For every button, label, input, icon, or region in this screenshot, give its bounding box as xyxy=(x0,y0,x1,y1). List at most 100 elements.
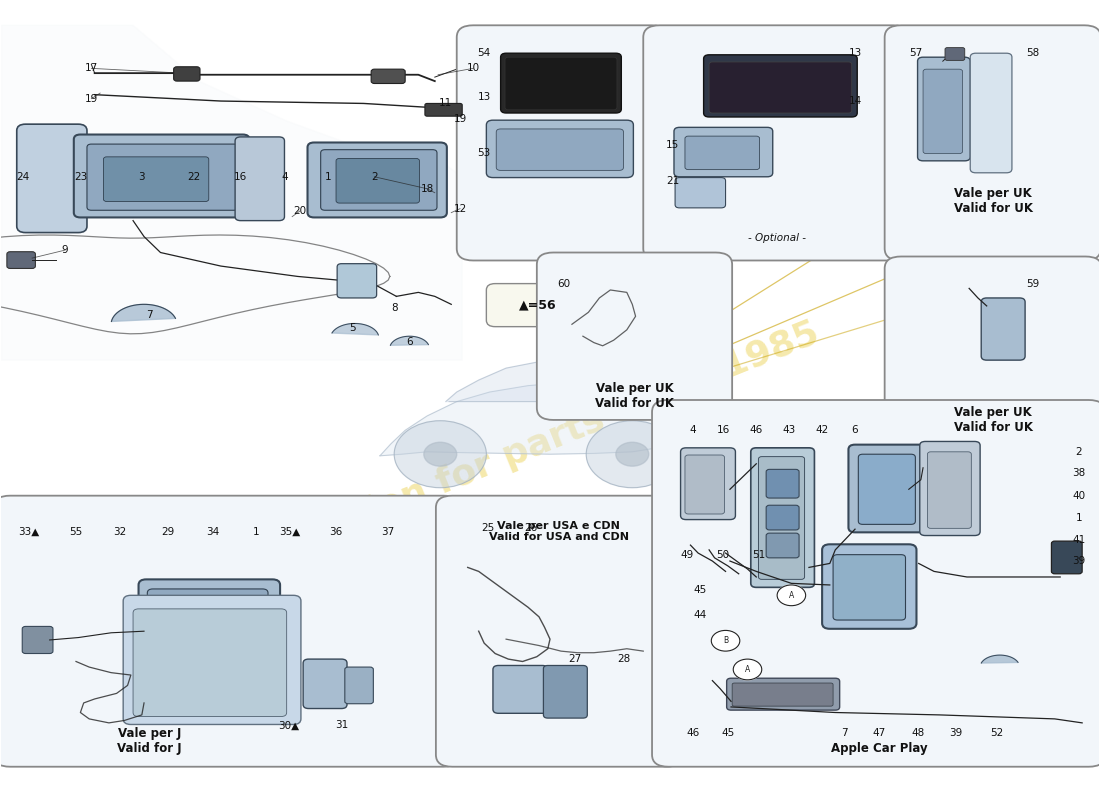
Text: 25: 25 xyxy=(481,522,494,533)
Text: 16: 16 xyxy=(717,426,730,435)
FancyBboxPatch shape xyxy=(681,448,736,519)
FancyBboxPatch shape xyxy=(759,457,804,579)
Text: Vale per J
Valid for J: Vale per J Valid for J xyxy=(118,727,182,755)
Text: 48: 48 xyxy=(911,728,924,738)
Circle shape xyxy=(616,442,649,466)
Text: 17: 17 xyxy=(85,63,98,74)
FancyBboxPatch shape xyxy=(848,445,925,532)
FancyBboxPatch shape xyxy=(436,496,683,766)
Text: 51: 51 xyxy=(751,550,766,561)
Text: 54: 54 xyxy=(477,48,491,58)
Text: 36: 36 xyxy=(329,526,343,537)
Text: 1: 1 xyxy=(1076,513,1082,523)
FancyBboxPatch shape xyxy=(767,506,799,530)
Text: 27: 27 xyxy=(569,654,582,664)
FancyBboxPatch shape xyxy=(884,26,1100,261)
Text: 6: 6 xyxy=(851,426,858,435)
Text: A: A xyxy=(745,665,750,674)
FancyBboxPatch shape xyxy=(308,142,447,218)
Text: Apple Car Play: Apple Car Play xyxy=(830,742,927,755)
Text: 50: 50 xyxy=(716,550,729,561)
FancyBboxPatch shape xyxy=(505,57,617,110)
FancyBboxPatch shape xyxy=(704,55,857,117)
Text: 22: 22 xyxy=(187,172,200,182)
FancyBboxPatch shape xyxy=(147,589,268,661)
FancyBboxPatch shape xyxy=(685,455,725,514)
Text: 26: 26 xyxy=(525,522,538,533)
FancyBboxPatch shape xyxy=(344,667,373,704)
Text: 13: 13 xyxy=(477,92,491,102)
FancyBboxPatch shape xyxy=(174,66,200,81)
FancyBboxPatch shape xyxy=(675,178,726,208)
Text: B: B xyxy=(723,636,728,646)
FancyBboxPatch shape xyxy=(1052,541,1082,574)
Text: 52: 52 xyxy=(990,728,1003,738)
Text: 53: 53 xyxy=(477,148,491,158)
Text: 21: 21 xyxy=(667,176,680,186)
Circle shape xyxy=(712,630,740,651)
Text: 23: 23 xyxy=(74,172,87,182)
Text: 39: 39 xyxy=(1072,556,1086,566)
FancyBboxPatch shape xyxy=(336,158,419,203)
FancyBboxPatch shape xyxy=(858,454,915,524)
Text: 38: 38 xyxy=(1072,468,1086,478)
Text: 55: 55 xyxy=(69,526,82,537)
Polygon shape xyxy=(111,304,176,322)
Text: 30▲: 30▲ xyxy=(278,720,299,730)
FancyBboxPatch shape xyxy=(123,595,301,725)
FancyBboxPatch shape xyxy=(425,103,462,116)
Polygon shape xyxy=(332,323,378,335)
Text: 33▲: 33▲ xyxy=(19,526,40,537)
FancyBboxPatch shape xyxy=(22,626,53,654)
Text: 11: 11 xyxy=(439,98,452,109)
Polygon shape xyxy=(1,26,462,360)
FancyBboxPatch shape xyxy=(884,257,1100,456)
Text: ▲=56: ▲=56 xyxy=(519,298,557,312)
FancyBboxPatch shape xyxy=(767,470,799,498)
Text: 5: 5 xyxy=(349,323,355,334)
Text: 28: 28 xyxy=(617,654,630,664)
FancyBboxPatch shape xyxy=(674,127,772,177)
Text: 1: 1 xyxy=(324,172,332,182)
Text: 34: 34 xyxy=(207,526,220,537)
Text: 49: 49 xyxy=(681,550,694,561)
Text: 39: 39 xyxy=(949,728,962,738)
FancyBboxPatch shape xyxy=(500,54,621,113)
Text: 6: 6 xyxy=(406,337,412,347)
Text: 20: 20 xyxy=(294,206,307,216)
Text: 32: 32 xyxy=(113,526,127,537)
Text: Vale per UK
Valid for UK: Vale per UK Valid for UK xyxy=(595,382,674,410)
FancyBboxPatch shape xyxy=(652,400,1100,766)
Text: 46: 46 xyxy=(686,728,700,738)
FancyBboxPatch shape xyxy=(371,69,405,83)
FancyBboxPatch shape xyxy=(537,253,733,420)
Polygon shape xyxy=(390,336,428,346)
Text: 47: 47 xyxy=(872,728,886,738)
FancyBboxPatch shape xyxy=(456,26,669,261)
Text: 10: 10 xyxy=(466,63,480,74)
Text: 18: 18 xyxy=(420,184,433,194)
Text: passion for parts since 1985: passion for parts since 1985 xyxy=(276,316,824,564)
Text: Vale per UK
Valid for UK: Vale per UK Valid for UK xyxy=(954,406,1033,434)
FancyBboxPatch shape xyxy=(710,62,851,113)
Polygon shape xyxy=(446,362,636,402)
Text: 7: 7 xyxy=(146,310,153,320)
Text: 8: 8 xyxy=(390,303,397,314)
Text: 7: 7 xyxy=(840,728,847,738)
FancyBboxPatch shape xyxy=(74,134,250,218)
FancyBboxPatch shape xyxy=(235,137,285,221)
FancyBboxPatch shape xyxy=(486,120,634,178)
Text: 13: 13 xyxy=(848,48,861,58)
FancyBboxPatch shape xyxy=(917,57,970,161)
Text: A: A xyxy=(789,591,794,600)
Text: Vale per USA e CDN
Valid for USA and CDN: Vale per USA e CDN Valid for USA and CDN xyxy=(488,521,629,542)
Text: 19: 19 xyxy=(85,94,98,104)
FancyBboxPatch shape xyxy=(16,124,87,233)
Polygon shape xyxy=(379,381,684,456)
Text: 58: 58 xyxy=(1026,48,1039,58)
FancyBboxPatch shape xyxy=(927,452,971,528)
FancyBboxPatch shape xyxy=(543,666,587,718)
Text: 16: 16 xyxy=(234,172,248,182)
FancyBboxPatch shape xyxy=(751,448,814,587)
FancyBboxPatch shape xyxy=(733,683,833,706)
